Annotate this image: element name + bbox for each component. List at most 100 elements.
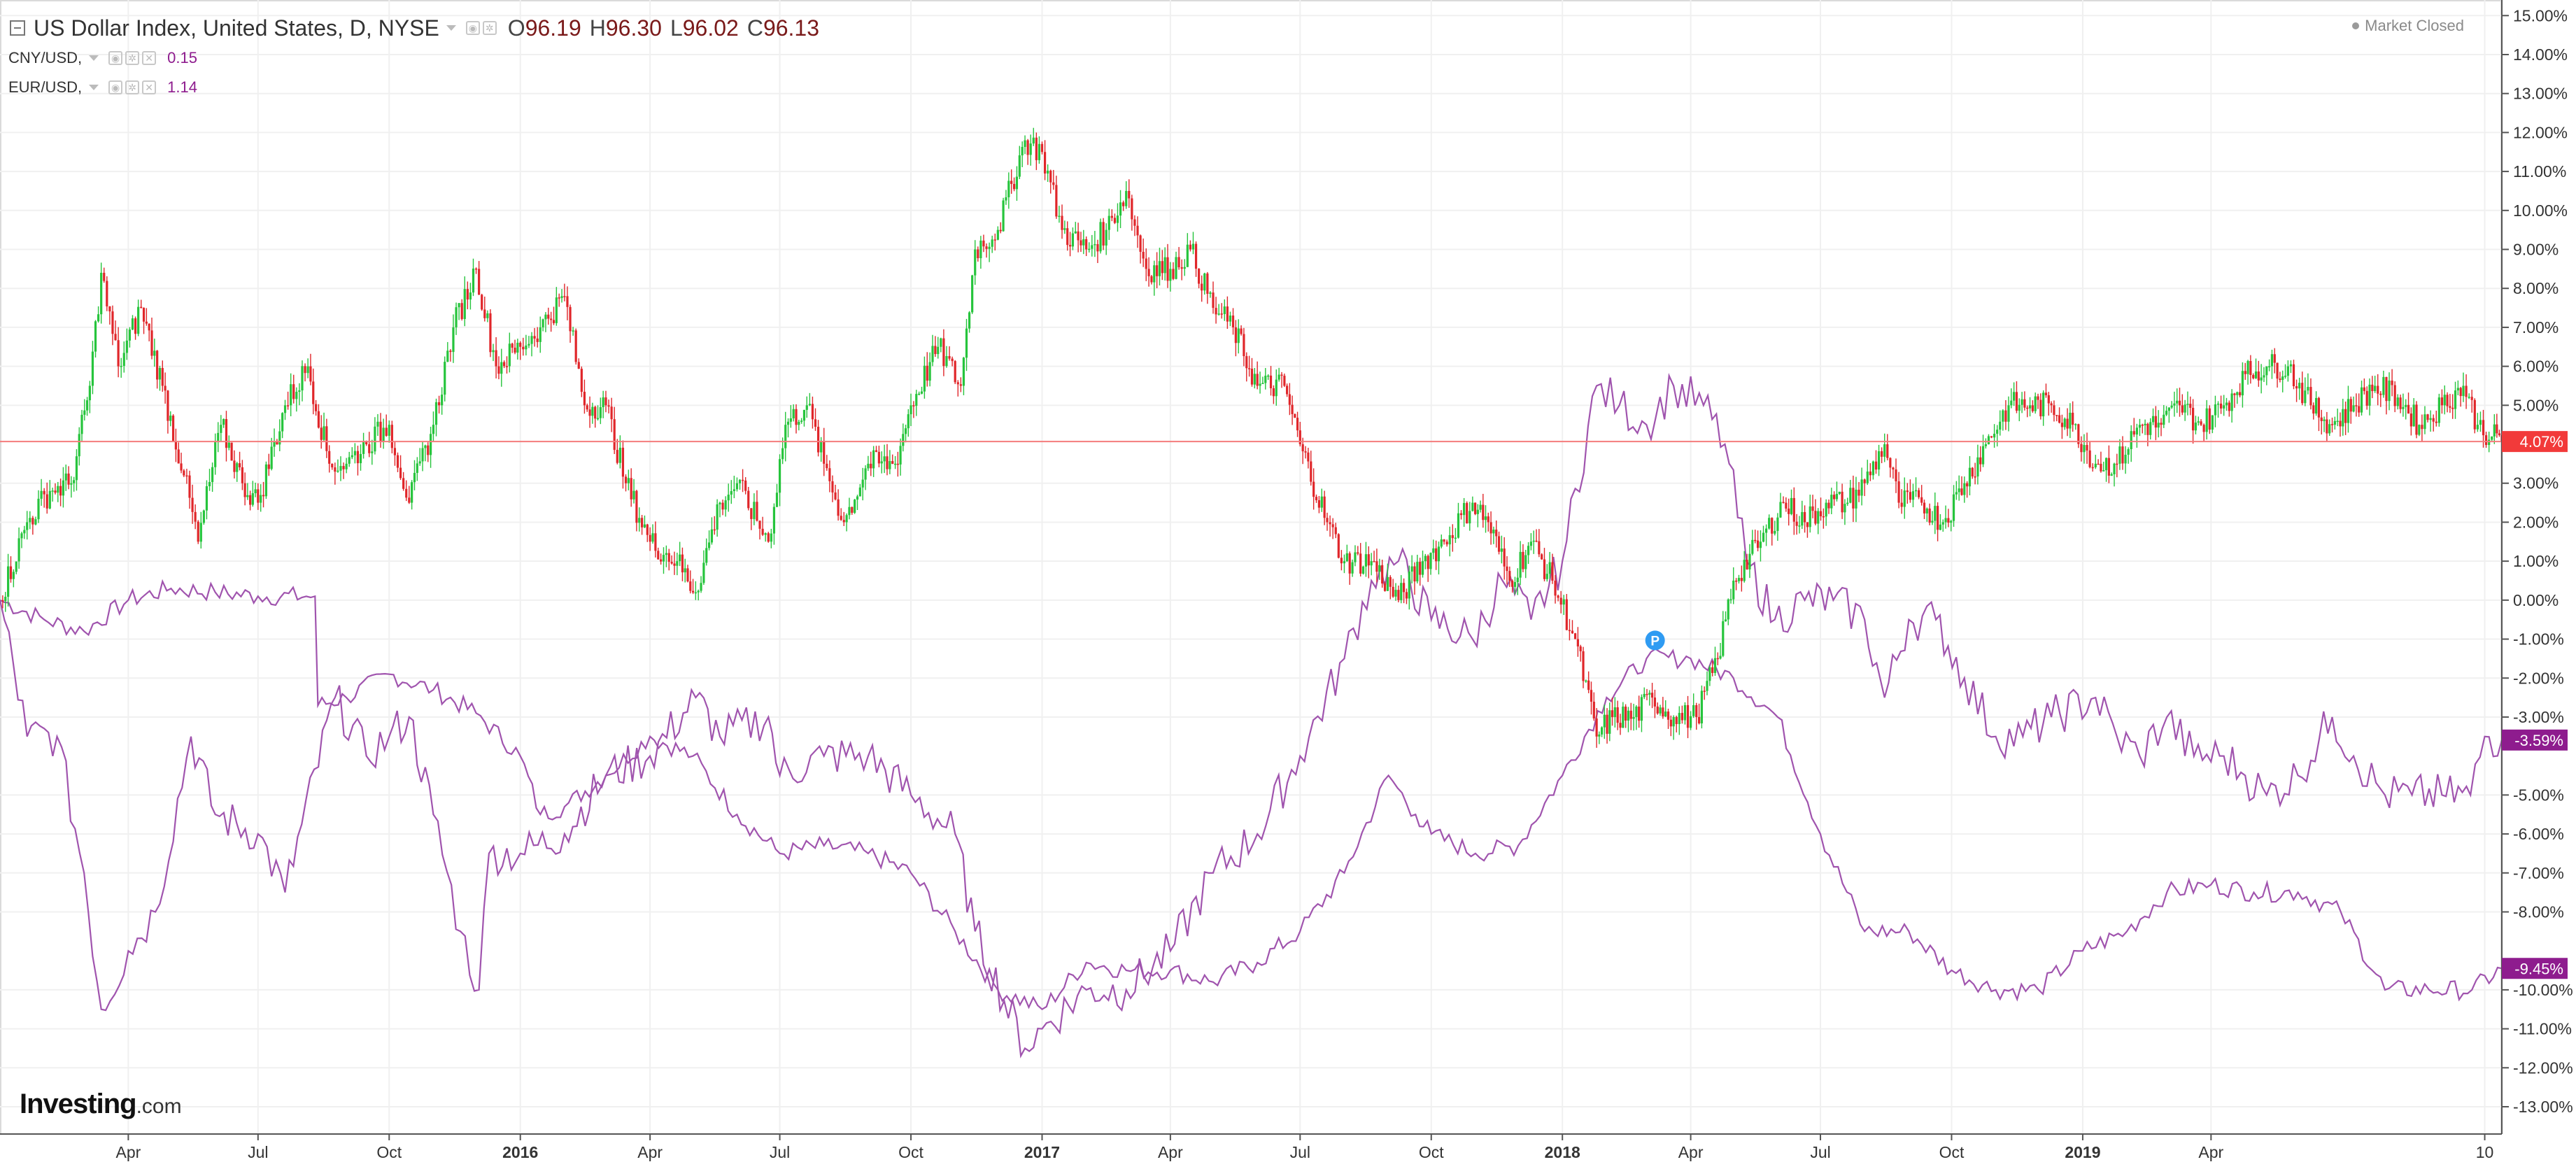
candle-body [1508, 571, 1511, 581]
collapse-icon[interactable] [10, 20, 25, 36]
y-axis[interactable]: 15.00% 14.00% 13.00% 12.00% 11.00% 10.00% 9.00… [2502, 6, 2573, 1116]
candle-body [161, 368, 164, 386]
candle-body [1762, 532, 1765, 542]
candle-body [469, 292, 472, 300]
gear-icon[interactable]: ✲ [125, 80, 140, 94]
candle-body [2443, 395, 2446, 406]
candle-body [795, 409, 798, 425]
last-value-badges: 4.07% -9.45% -3.59% [2502, 431, 2568, 979]
candle-body [681, 554, 684, 573]
candle-body [2091, 467, 2094, 469]
candle-body [2176, 400, 2179, 404]
eye-icon[interactable]: ◉ [108, 80, 123, 94]
candle-body [1835, 494, 1839, 500]
candle-body [654, 533, 657, 551]
candle-body [1748, 553, 1751, 569]
candle-body [1571, 630, 1574, 634]
candle-body [1675, 716, 1678, 725]
candle-body [320, 427, 323, 440]
candle-body [164, 385, 167, 391]
candle-body [1672, 716, 1675, 727]
candle-body [94, 321, 97, 352]
candle-body [920, 391, 923, 394]
candle-body [1535, 540, 1538, 542]
candle-body [1229, 316, 1232, 322]
candle-body [331, 463, 334, 468]
candle-body [1918, 490, 1920, 497]
candle-body [1080, 240, 1082, 246]
candle-body [1429, 553, 1432, 569]
candle-body [2479, 420, 2482, 425]
candle-body [918, 393, 921, 395]
candle-body [1153, 265, 1156, 283]
chevron-down-icon[interactable] [446, 25, 456, 31]
candle-body [519, 342, 522, 347]
y-tick-label: -12.00% [2513, 1058, 2573, 1077]
legend-main[interactable]: US Dollar Index, United States, D, NYSE … [8, 13, 819, 43]
candle-body [140, 306, 143, 309]
legend-eur[interactable]: EUR/USD, ◉ ✲ ✕ 1.14 [8, 73, 819, 102]
candle-body [1559, 597, 1562, 605]
chevron-down-icon[interactable] [89, 85, 99, 90]
candle-body [452, 327, 455, 353]
market-status: Market Closed [2352, 17, 2464, 35]
candle-body [1099, 222, 1102, 252]
gear-icon[interactable]: ✲ [482, 21, 497, 35]
candle-body [205, 486, 208, 511]
candle-body [1516, 577, 1519, 583]
candle-body [500, 362, 503, 374]
candle-body [1116, 215, 1119, 223]
candle-body [689, 581, 692, 591]
chevron-down-icon[interactable] [89, 55, 99, 61]
legend-cny[interactable]: CNY/USD, ◉ ✲ ✕ 0.15 [8, 43, 819, 73]
eye-icon[interactable]: ◉ [108, 51, 123, 65]
candle-body [842, 520, 845, 523]
candle-body [1007, 180, 1010, 198]
candle-body [2050, 403, 2053, 406]
candle-body [1161, 261, 1163, 274]
candle-body [1595, 718, 1598, 737]
candle-body [2407, 404, 2410, 414]
close-icon[interactable]: ✕ [142, 51, 157, 65]
gear-icon[interactable]: ✲ [125, 51, 140, 65]
x-axis[interactable]: Apr Jul Oct 2016 Apr Jul Oct 2017 Apr Jul Oct 2018 A… [115, 1134, 2493, 1161]
candle-body [733, 489, 735, 491]
candle-body [385, 427, 388, 436]
candle-body [1792, 497, 1795, 522]
candle-body [2301, 383, 2304, 404]
candle-body [1334, 527, 1337, 534]
candle-body [1562, 599, 1565, 605]
candle-body [460, 303, 463, 320]
candle-body [257, 489, 260, 503]
candle-body [1337, 534, 1340, 558]
close-icon[interactable]: ✕ [142, 80, 157, 94]
candle-body [2151, 416, 2155, 423]
candle-body [591, 406, 594, 416]
candle-body [837, 499, 840, 516]
candle-body [2440, 397, 2444, 406]
candle-body [744, 480, 747, 491]
candle-body [1737, 578, 1741, 581]
candle-body [2170, 405, 2173, 408]
candle-body [536, 338, 539, 342]
candle-body [596, 418, 600, 420]
candle-body [1923, 502, 1926, 513]
candle-body [368, 444, 371, 453]
candle-body [1817, 511, 1820, 524]
candle-body [148, 323, 150, 331]
candle-body [1603, 714, 1606, 728]
candle-body [1021, 146, 1024, 156]
candle-body [954, 361, 956, 383]
candle-body [12, 572, 15, 579]
candle-body [1640, 697, 1643, 721]
candle-body [2347, 399, 2350, 423]
candle-body [2066, 418, 2069, 429]
candle-body [421, 448, 424, 462]
candle-body [533, 336, 536, 339]
candle-body [880, 461, 883, 464]
candle-body [1984, 444, 1987, 446]
eye-icon[interactable]: ◉ [465, 21, 480, 35]
candle-body [1320, 496, 1323, 508]
investing-logo[interactable]: Investing .com [20, 1089, 182, 1120]
